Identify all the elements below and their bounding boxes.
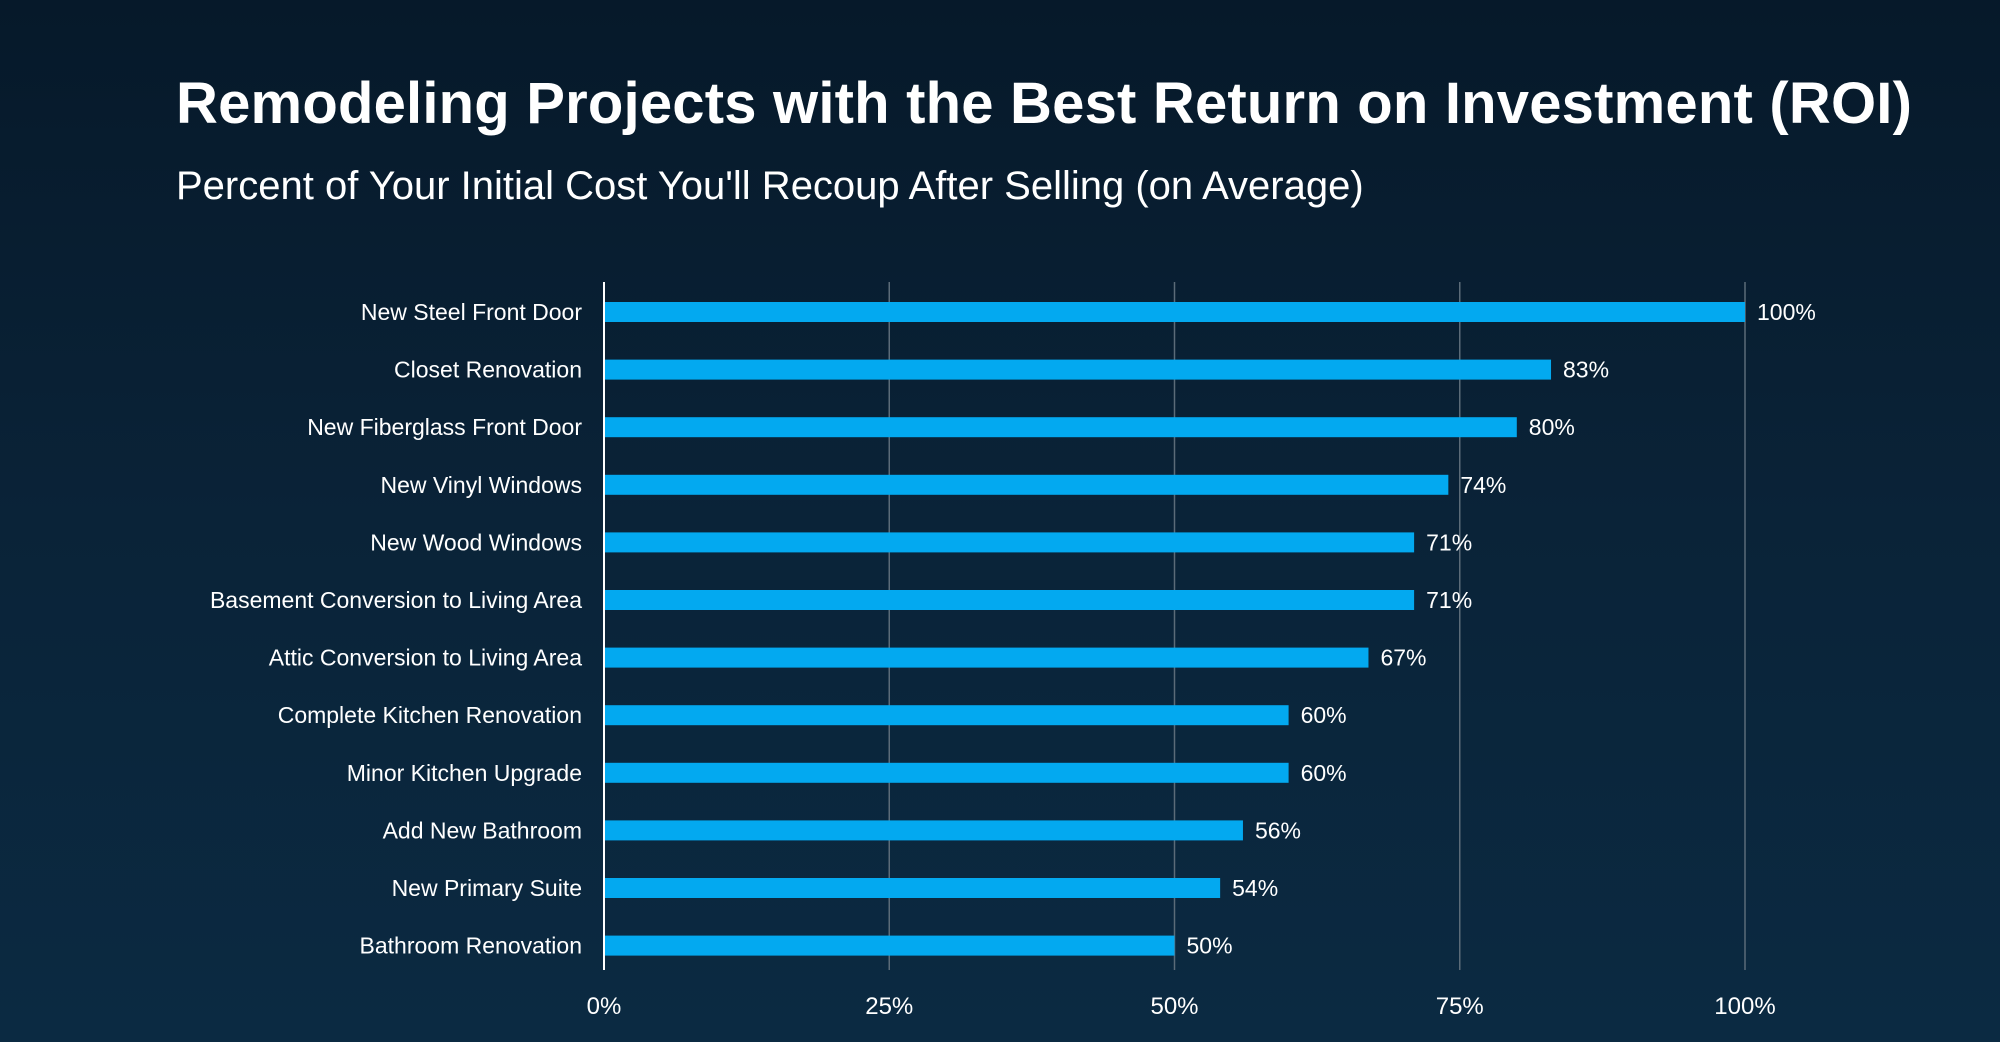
bar-3 xyxy=(604,474,1449,495)
category-label: Basement Conversion to Living Area xyxy=(210,587,582,613)
value-label: 60% xyxy=(1301,760,1347,786)
chart-subtitle: Percent of Your Initial Cost You'll Reco… xyxy=(176,164,1364,208)
labels: 0% 25% 50% 75% 100% New Steel Front Door 100% C… xyxy=(210,299,1816,1020)
bar-11 xyxy=(604,935,1175,956)
value-label: 71% xyxy=(1426,529,1472,555)
category-label: New Primary Suite xyxy=(392,875,582,901)
bar-2 xyxy=(604,417,1517,438)
value-label: 56% xyxy=(1255,817,1301,843)
category-label: Closet Renovation xyxy=(394,357,582,383)
bars xyxy=(604,302,1745,956)
value-label: 80% xyxy=(1529,414,1575,440)
bar-4 xyxy=(604,532,1415,553)
value-label: 83% xyxy=(1563,357,1609,383)
x-tick-label: 75% xyxy=(1436,993,1484,1020)
x-tick-label: 25% xyxy=(865,993,913,1020)
value-label: 54% xyxy=(1232,875,1278,901)
category-label: New Vinyl Windows xyxy=(380,472,582,498)
category-label: Minor Kitchen Upgrade xyxy=(347,760,582,786)
gridlines xyxy=(888,282,1746,970)
chart-title: Remodeling Projects with the Best Return… xyxy=(176,71,1913,136)
bar-10 xyxy=(604,878,1221,898)
x-tick-label: 50% xyxy=(1150,993,1198,1020)
bar-1 xyxy=(604,359,1552,380)
x-tick-label: 100% xyxy=(1714,993,1775,1020)
category-label: Attic Conversion to Living Area xyxy=(269,645,582,671)
category-label: Add New Bathroom xyxy=(383,817,582,843)
category-label: Bathroom Renovation xyxy=(360,933,582,959)
category-label: New Fiberglass Front Door xyxy=(307,414,582,440)
bar-9 xyxy=(604,820,1243,841)
bar-7 xyxy=(604,705,1289,726)
value-label: 67% xyxy=(1380,645,1426,671)
bar-5 xyxy=(604,590,1415,610)
bar-6 xyxy=(604,647,1369,668)
value-label: 74% xyxy=(1460,472,1506,498)
category-label: Complete Kitchen Renovation xyxy=(278,702,582,728)
value-label: 50% xyxy=(1187,933,1233,959)
value-label: 100% xyxy=(1757,299,1816,325)
category-label: New Wood Windows xyxy=(370,529,582,555)
bar-8 xyxy=(604,762,1289,783)
value-label: 60% xyxy=(1301,702,1347,728)
x-tick-label: 0% xyxy=(587,993,622,1020)
category-label: New Steel Front Door xyxy=(361,299,582,325)
value-label: 71% xyxy=(1426,587,1472,613)
bar-0 xyxy=(604,302,1745,322)
